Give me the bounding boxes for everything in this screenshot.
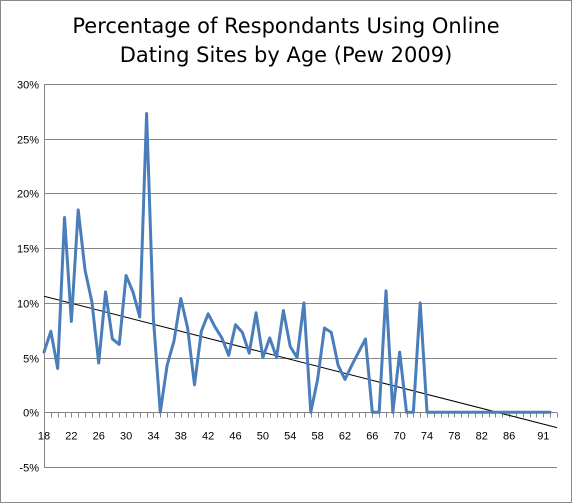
x-tick-label: 50 <box>257 431 269 443</box>
x-tick-label: 70 <box>394 431 406 443</box>
chart-title-line-1: Percentage of Respondants Using Online <box>72 14 500 38</box>
series-layer <box>42 112 552 414</box>
x-tick-label: 78 <box>448 431 460 443</box>
x-tick-label: 46 <box>229 431 241 443</box>
y-tick-label: 20% <box>17 189 39 201</box>
chart-title: Percentage of Respondants Using Online D… <box>0 12 572 70</box>
x-tick-label: 74 <box>421 431 433 443</box>
y-tick-label: 10% <box>17 299 39 311</box>
x-tick-label: 54 <box>284 431 296 443</box>
y-tick-label: 5% <box>23 354 39 366</box>
x-tick-label: 42 <box>202 431 214 443</box>
x-tick-label: 82 <box>476 431 488 443</box>
y-tick-label: 0% <box>23 408 39 420</box>
x-axis-tick-labels: 18 22 26 30 34 38 42 46 50 54 58 62 66 70 74 78 82 86 91 <box>38 431 550 443</box>
gridlines <box>44 84 557 468</box>
x-tick-label: 62 <box>339 431 351 443</box>
x-tick-label: 91 <box>537 431 549 443</box>
x-tick-label: 86 <box>503 431 515 443</box>
y-tick-label: -5% <box>19 463 39 475</box>
y-tick-label: 30% <box>17 80 39 92</box>
x-tick-label: 30 <box>120 431 132 443</box>
x-tick-label: 58 <box>311 431 323 443</box>
x-tick-label: 22 <box>65 431 77 443</box>
y-tick-label: 15% <box>17 244 39 256</box>
x-tick-label: 34 <box>147 431 159 443</box>
y-axis-tick-labels: -5% 0% 5% 10% 15% 20% 25% 30% <box>17 80 39 475</box>
x-tick-label: 38 <box>175 431 187 443</box>
trendline-layer <box>43 295 558 429</box>
y-tick-label: 25% <box>17 135 39 147</box>
x-tick-label: 18 <box>38 431 50 443</box>
chart-title-line-2: Dating Sites by Age (Pew 2009) <box>119 43 453 67</box>
x-tick-label: 66 <box>366 431 378 443</box>
series-line <box>42 112 552 414</box>
x-tick-label: 26 <box>93 431 105 443</box>
trendline <box>43 295 558 429</box>
